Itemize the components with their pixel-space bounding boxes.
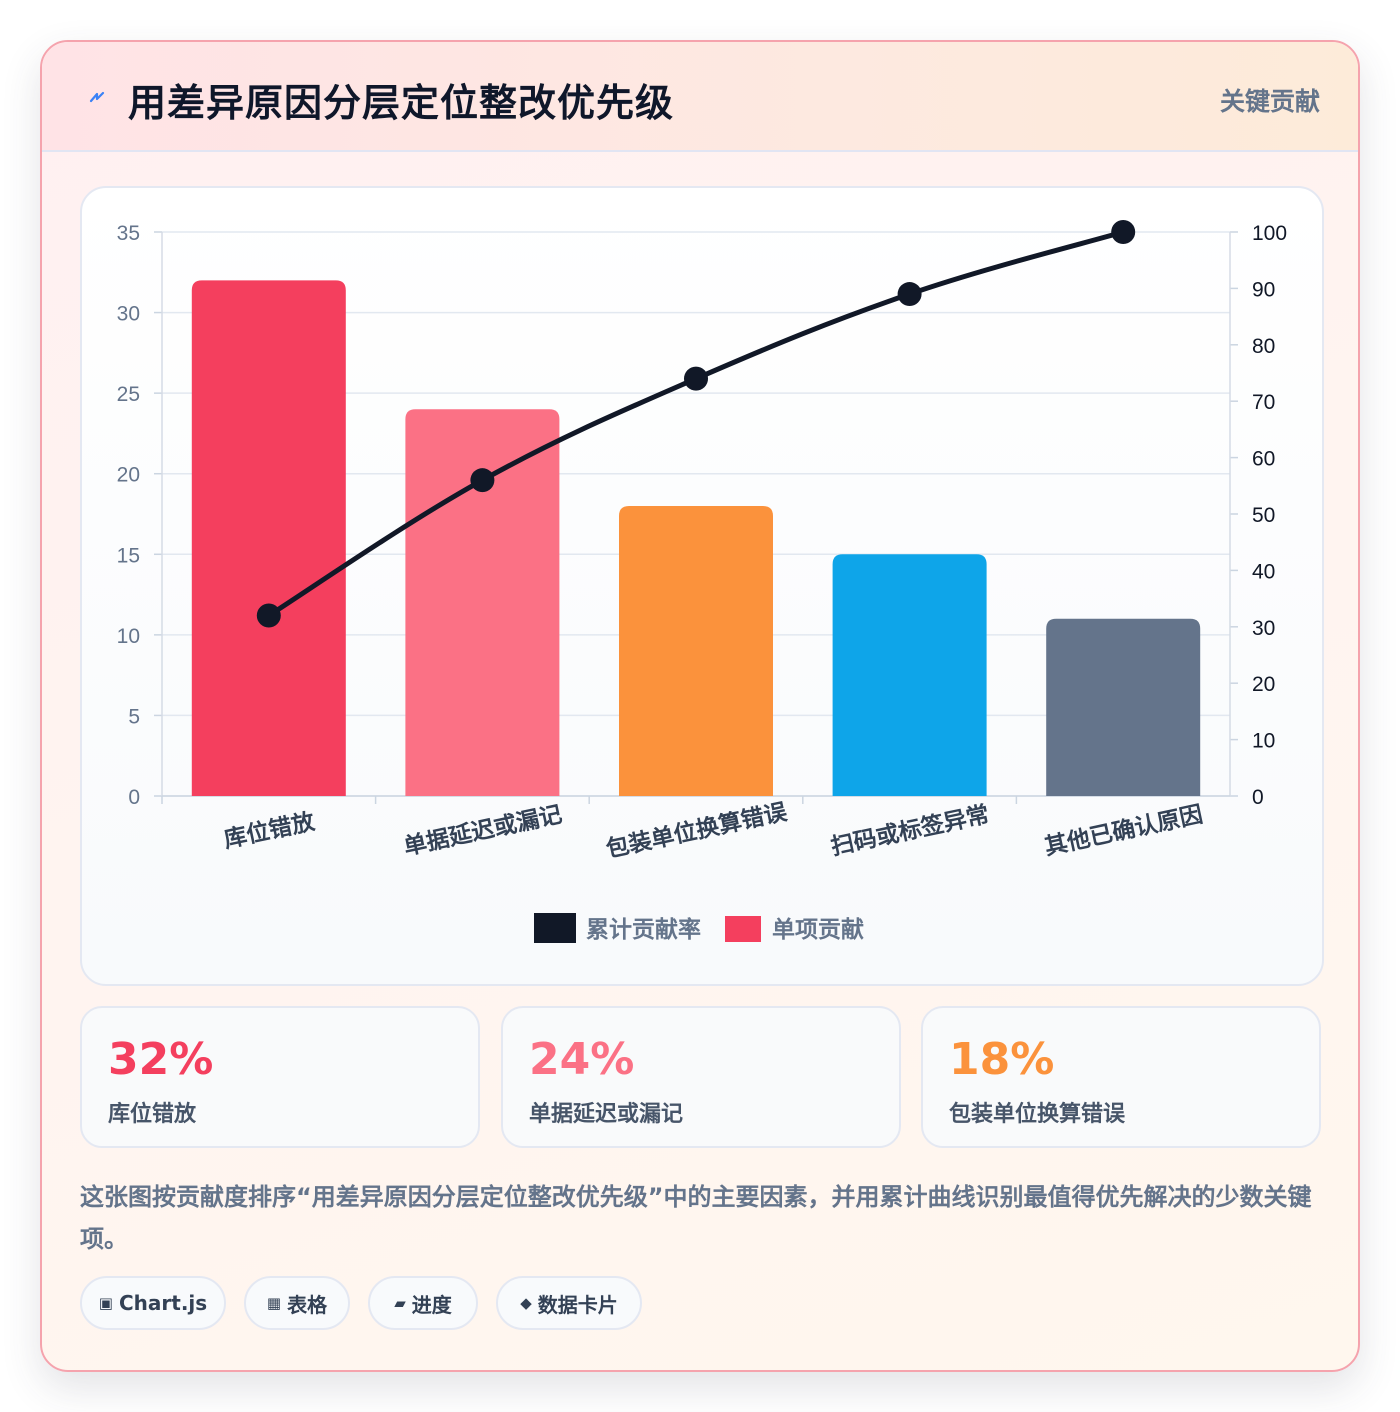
stat-value: 18%: [949, 1034, 1055, 1085]
chart-icon: ▣: [98, 1294, 113, 1312]
chip-table[interactable]: ▦ 表格: [244, 1276, 350, 1330]
y-left-tick-label: 0: [128, 786, 140, 809]
stat-label: 库位错放: [108, 1102, 197, 1127]
stat-label: 包装单位换算错误: [949, 1102, 1126, 1127]
x-tick-label: 库位错放: [221, 808, 318, 854]
y-right-tick-label: 90: [1252, 278, 1275, 301]
y-left-tick-label: 35: [117, 222, 140, 245]
stat-card-3: 18% 包装单位换算错误: [921, 1006, 1321, 1148]
y-left-tick-label: 20: [117, 464, 140, 487]
chip-label: 表格: [287, 1292, 328, 1317]
y-left-tick-label: 15: [117, 544, 140, 567]
lightning-icon: [89, 91, 105, 103]
chip-progress[interactable]: ▰ 进度: [368, 1276, 478, 1330]
y-right-tick-label: 100: [1252, 222, 1287, 245]
x-tick-label: 单据延迟或漏记: [402, 802, 565, 861]
bar-2: [405, 409, 560, 796]
stat-label: 单据延迟或漏记: [529, 1102, 684, 1127]
chart-description: 这张图按贡献度排序“用差异原因分层定位整改优先级”中的主要因素，并用累计曲线识别…: [80, 1183, 1312, 1253]
stat-card-1: 32% 库位错放: [80, 1006, 480, 1148]
x-tick-label: 其他已确认原因: [1042, 802, 1205, 861]
chip-data-cards[interactable]: ◆ 数据卡片: [496, 1276, 642, 1330]
y-right-tick-label: 60: [1252, 448, 1275, 471]
x-tick-label: 包装单位换算错误: [604, 798, 791, 863]
y-left-tick-label: 5: [128, 705, 140, 728]
y-right-tick-label: 30: [1252, 617, 1275, 640]
bar-4: [832, 554, 987, 796]
bar-1: [191, 280, 346, 796]
cumulative-point-2: [470, 468, 495, 493]
diamond-icon: ◆: [520, 1294, 532, 1312]
bar-3: [619, 505, 773, 796]
report-card: 用差异原因分层定位整改优先级 关键贡献 0 5 10 15 20 25 30 35 0 10 20 3…: [40, 40, 1360, 1372]
y-right-tick-label: 40: [1252, 560, 1275, 583]
chip-label: 进度: [411, 1292, 452, 1317]
bar-5: [1046, 618, 1201, 796]
y-left-tick-label: 25: [117, 383, 140, 406]
cumulative-point-3: [684, 366, 708, 391]
y-right-tick-label: 80: [1252, 335, 1275, 358]
cumulative-point-5: [1111, 220, 1136, 244]
cumulative-point-4: [897, 282, 922, 307]
stat-value: 24%: [529, 1034, 635, 1085]
chip-label: Chart.js: [118, 1291, 208, 1315]
pareto-chart: 0 5 10 15 20 25 30 35 0 10 20 30 40 50 60 70 80 90 100 库位错放…: [80, 186, 1324, 986]
chip-label: 数据卡片: [537, 1292, 618, 1317]
y-left-tick-label: 10: [117, 625, 140, 648]
stat-card-2: 24% 单据延迟或漏记: [501, 1006, 901, 1148]
y-left-tick-label: 30: [117, 303, 140, 326]
key-contribution-badge: 关键贡献: [1219, 87, 1320, 116]
page-title: 用差异原因分层定位整改优先级: [128, 81, 675, 125]
progress-icon: ▰: [394, 1294, 406, 1312]
chip-chartjs[interactable]: ▣ Chart.js: [80, 1276, 226, 1330]
x-tick-label: 扫码或标签异常: [828, 801, 991, 861]
legend-swatch-cumulative: [534, 913, 576, 943]
table-icon: ▦: [266, 1294, 282, 1312]
legend-label-cumulative: 累计贡献率: [586, 916, 701, 943]
y-right-tick-label: 20: [1252, 673, 1275, 696]
y-right-tick-label: 0: [1252, 786, 1264, 809]
legend-swatch-bar: [725, 916, 761, 942]
chart-svg: 0 5 10 15 20 25 30 35 0 10 20 30 40 50 60 70 80 90 100 库位错放…: [117, 220, 1287, 943]
y-right-tick-label: 50: [1252, 504, 1275, 527]
y-right-tick-label: 10: [1252, 730, 1275, 753]
legend-label-bar: 单项贡献: [772, 917, 864, 943]
cumulative-point-1: [256, 603, 281, 628]
stat-value: 32%: [108, 1034, 214, 1085]
y-right-tick-label: 70: [1252, 391, 1275, 414]
card-header: 用差异原因分层定位整改优先级 关键贡献: [42, 42, 1358, 152]
